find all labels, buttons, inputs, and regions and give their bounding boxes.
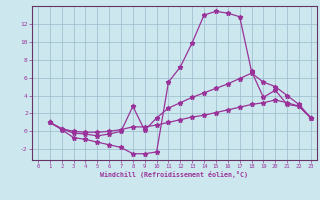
X-axis label: Windchill (Refroidissement éolien,°C): Windchill (Refroidissement éolien,°C)	[100, 171, 248, 178]
